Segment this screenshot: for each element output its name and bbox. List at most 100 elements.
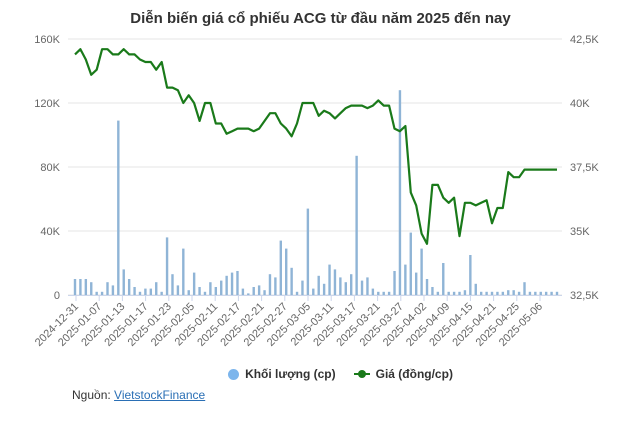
volume-bar[interactable] bbox=[322, 283, 326, 295]
volume-bar[interactable] bbox=[469, 255, 472, 295]
volume-bar[interactable] bbox=[420, 248, 423, 295]
volume-bar[interactable] bbox=[398, 90, 402, 295]
volume-bar[interactable] bbox=[350, 274, 353, 295]
volume-bar[interactable] bbox=[209, 282, 212, 295]
volume-bar[interactable] bbox=[263, 290, 266, 295]
volume-bar[interactable] bbox=[236, 271, 239, 295]
gridlines bbox=[68, 38, 562, 296]
volume-bar[interactable] bbox=[117, 120, 120, 295]
volume-bar[interactable] bbox=[106, 282, 109, 295]
volume-bar[interactable] bbox=[95, 291, 98, 295]
volume-bar[interactable] bbox=[360, 280, 364, 295]
volume-bar[interactable] bbox=[528, 291, 532, 295]
volume-bar[interactable] bbox=[301, 280, 304, 295]
volume-bar[interactable] bbox=[155, 282, 158, 295]
volume-bar[interactable] bbox=[555, 291, 559, 295]
volume-bar[interactable] bbox=[144, 288, 147, 295]
volume-bar[interactable] bbox=[182, 248, 185, 295]
volume-bar[interactable] bbox=[79, 279, 82, 295]
volume-bar[interactable] bbox=[371, 288, 375, 295]
volume-bar[interactable] bbox=[133, 287, 136, 295]
volume-bar[interactable] bbox=[479, 291, 483, 295]
volume-bar[interactable] bbox=[377, 291, 380, 295]
volume-bar[interactable] bbox=[295, 291, 299, 295]
volume-bar[interactable] bbox=[176, 285, 180, 295]
volume-bar[interactable] bbox=[409, 232, 412, 295]
volume-bar[interactable] bbox=[252, 287, 255, 295]
volume-bar[interactable] bbox=[414, 272, 418, 295]
volume-bar[interactable] bbox=[442, 263, 445, 295]
volume-bar[interactable] bbox=[171, 274, 174, 295]
volume-bar[interactable] bbox=[203, 291, 207, 295]
volume-bar[interactable] bbox=[192, 272, 196, 295]
volume-bar[interactable] bbox=[404, 264, 407, 295]
volume-bar[interactable] bbox=[127, 279, 131, 295]
left-tick-label: 160K bbox=[34, 34, 60, 46]
volume-bar[interactable] bbox=[247, 293, 250, 295]
volume-bar[interactable] bbox=[160, 291, 163, 295]
right-tick-label: 42,5K bbox=[570, 34, 599, 46]
volume-bar[interactable] bbox=[431, 287, 434, 295]
volume-bar[interactable] bbox=[485, 291, 488, 295]
volume-bar[interactable] bbox=[447, 291, 450, 295]
volume-bar[interactable] bbox=[220, 280, 223, 295]
volume-bar[interactable] bbox=[198, 287, 201, 295]
volume-bar[interactable] bbox=[279, 240, 282, 295]
volume-bar[interactable] bbox=[73, 279, 77, 295]
volume-bar[interactable] bbox=[317, 275, 320, 295]
volume-bar[interactable] bbox=[312, 288, 315, 295]
volume-bar[interactable] bbox=[490, 291, 494, 295]
volume-bar[interactable] bbox=[507, 290, 510, 295]
volume-bar[interactable] bbox=[539, 291, 542, 295]
volume-bar[interactable] bbox=[496, 291, 499, 295]
volume-bar[interactable] bbox=[165, 237, 169, 295]
volume-bar[interactable] bbox=[544, 291, 548, 295]
volume-bar[interactable] bbox=[241, 288, 245, 295]
right-tick-label: 32,5K bbox=[570, 290, 599, 302]
volume-bar[interactable] bbox=[333, 269, 337, 295]
volume-bar[interactable] bbox=[122, 269, 125, 295]
volume-bar[interactable] bbox=[138, 291, 142, 295]
volume-bar[interactable] bbox=[257, 285, 261, 295]
volume-bar[interactable] bbox=[214, 287, 218, 295]
volume-bar[interactable] bbox=[344, 282, 347, 295]
volume-bar[interactable] bbox=[366, 277, 369, 295]
source-link[interactable]: VietstockFinance bbox=[114, 388, 206, 402]
volume-bar[interactable] bbox=[425, 279, 429, 295]
volume-bar[interactable] bbox=[285, 248, 288, 295]
volume-bar[interactable] bbox=[436, 291, 440, 295]
volume-bar[interactable] bbox=[501, 291, 505, 295]
volume-bar[interactable] bbox=[517, 291, 521, 295]
volume-bar[interactable] bbox=[84, 279, 88, 295]
volume-bar[interactable] bbox=[463, 290, 467, 295]
volume-bar[interactable] bbox=[268, 274, 272, 295]
volume-bar[interactable] bbox=[230, 272, 234, 295]
left-tick-label: 120K bbox=[34, 98, 60, 110]
volume-bar[interactable] bbox=[306, 208, 310, 295]
left-tick-label: 80K bbox=[40, 162, 60, 174]
volume-bar[interactable] bbox=[100, 291, 104, 295]
volume-bar[interactable] bbox=[355, 155, 358, 295]
volume-bar[interactable] bbox=[458, 291, 461, 295]
volume-bar[interactable] bbox=[274, 277, 277, 295]
volume-bar[interactable] bbox=[452, 291, 456, 295]
volume-bar[interactable] bbox=[474, 283, 477, 295]
legend-item-volume[interactable]: Khối lượng (cp) bbox=[228, 367, 336, 381]
volume-bar[interactable] bbox=[339, 277, 342, 295]
volume-bar[interactable] bbox=[393, 271, 396, 295]
volume-bar[interactable] bbox=[225, 275, 228, 295]
volume-bar[interactable] bbox=[512, 290, 515, 295]
legend-item-price[interactable]: Giá (đồng/cp) bbox=[353, 367, 453, 381]
volume-bar[interactable] bbox=[550, 291, 553, 295]
volume-bar[interactable] bbox=[187, 290, 190, 295]
volume-bar[interactable] bbox=[90, 282, 93, 295]
volume-bar[interactable] bbox=[387, 291, 391, 295]
volume-bar[interactable] bbox=[149, 288, 153, 295]
volume-bar[interactable] bbox=[290, 267, 293, 295]
volume-bar[interactable] bbox=[534, 291, 537, 295]
volume-bar[interactable] bbox=[328, 264, 331, 295]
volume-bar[interactable] bbox=[382, 291, 385, 295]
volume-bar[interactable] bbox=[523, 282, 526, 295]
price-polyline[interactable] bbox=[74, 48, 557, 245]
volume-bar[interactable] bbox=[111, 285, 115, 295]
